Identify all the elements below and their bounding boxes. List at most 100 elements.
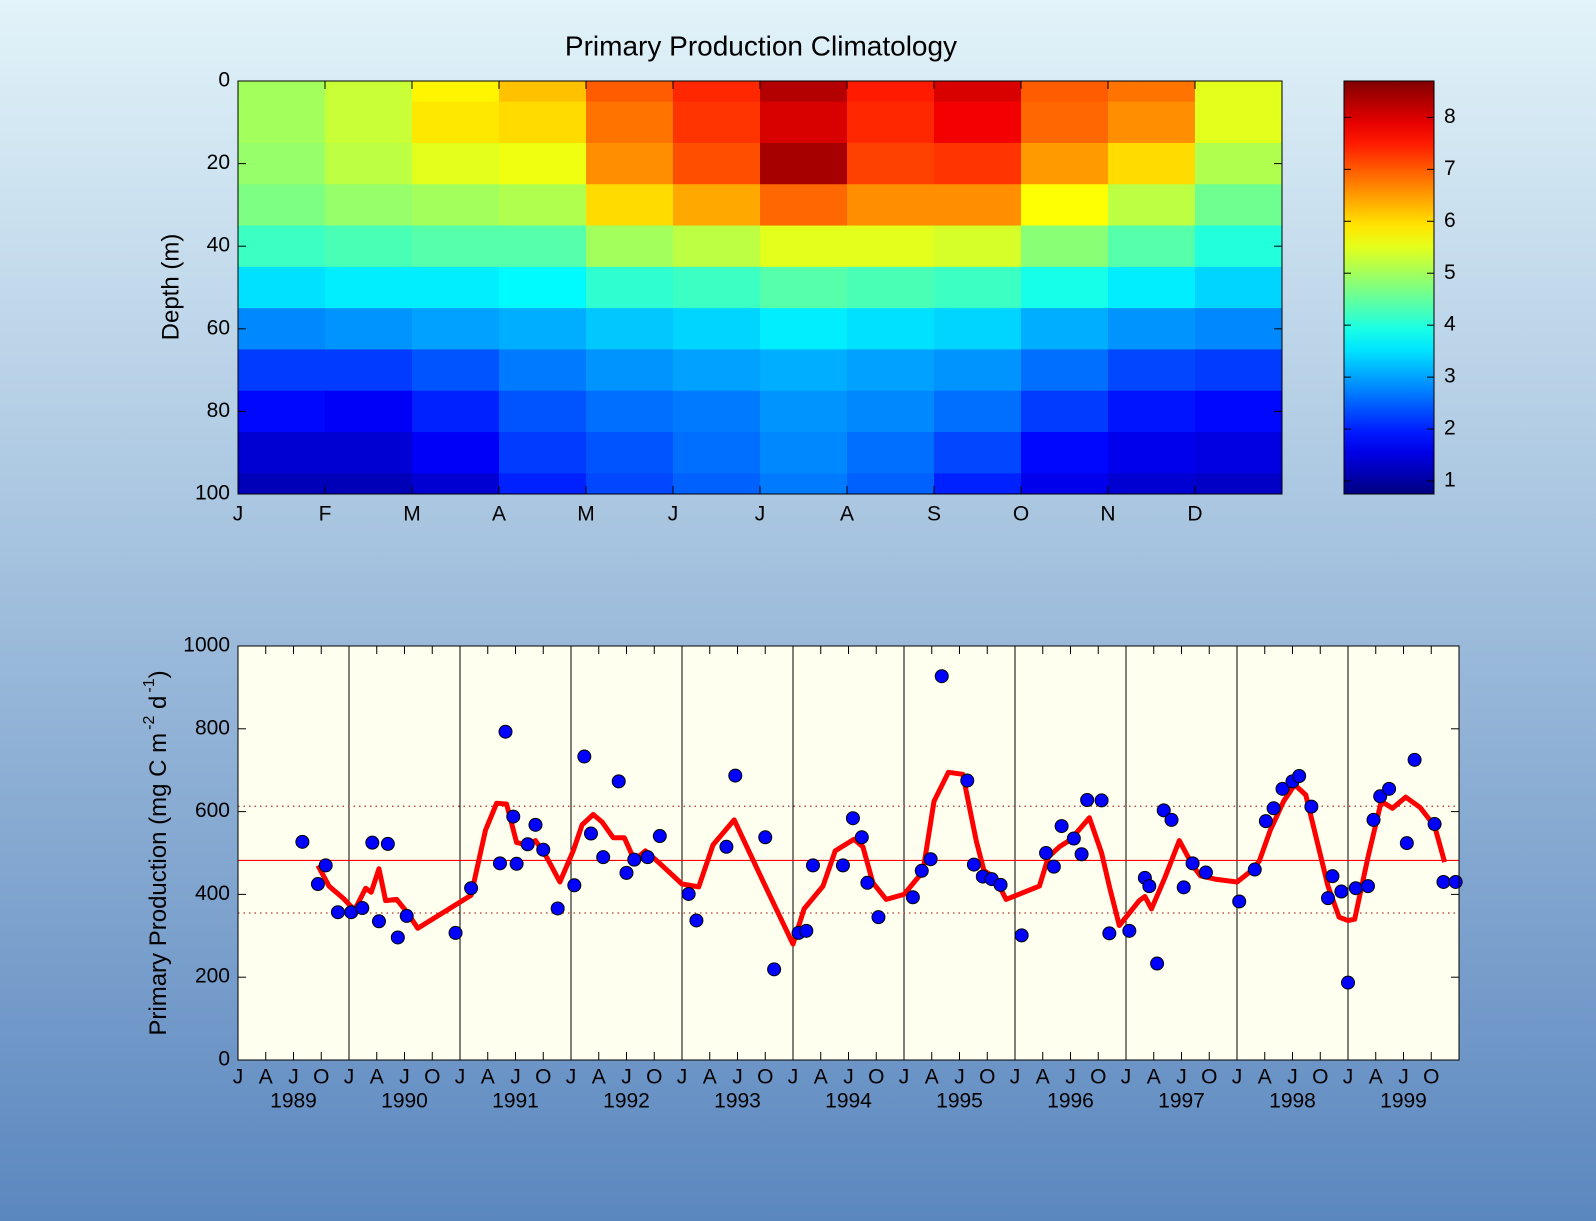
x-tick-label: J [455,1066,466,1089]
data-point [960,773,975,788]
data-point [365,835,380,850]
data-point [1102,926,1117,941]
data-point [1176,880,1191,895]
heat-cell [325,142,413,185]
x-tick-label: D [1187,503,1202,526]
heat-cell [760,432,848,474]
heat-cell [673,101,761,144]
y-axis-label: Depth (m) [157,234,184,341]
data-point [652,829,667,844]
data-point [627,852,642,867]
heat-cell [238,225,326,268]
data-point [1325,869,1340,884]
heat-cell [325,266,413,309]
year-label: 1993 [714,1090,761,1113]
heat-cell [586,349,674,392]
data-point [1185,856,1200,871]
heat-cell [1021,266,1109,309]
x-tick-label: J [344,1066,355,1089]
heat-cell [1195,266,1282,309]
colorbar [1343,80,1435,495]
heat-cell [1108,308,1196,350]
x-tick-label: A [259,1066,273,1089]
data-point [390,930,405,945]
data-point [1266,801,1281,816]
data-point [498,724,513,739]
heat-cell [238,142,326,185]
year-label: 1992 [603,1090,650,1113]
heat-cell [934,142,1022,185]
heat-cell [760,225,848,268]
x-tick-label: O [757,1066,773,1089]
heat-cell [586,266,674,309]
data-point [1066,831,1081,846]
year-label: 1995 [936,1090,983,1113]
heat-cell [586,473,674,494]
data-point [835,858,850,873]
chart-title: Primary Production Climatology [565,30,957,61]
data-point [596,850,611,865]
x-tick-label: J [566,1066,577,1089]
data-point [905,890,920,905]
trend-line [315,769,1448,947]
data-point [1164,812,1179,827]
data-point [1046,859,1061,874]
heat-cell [673,473,761,494]
heat-cell [586,390,674,433]
data-point [448,925,463,940]
year-label: 1991 [492,1090,539,1113]
heat-cell [325,184,413,227]
heat-cell [325,432,413,474]
heat-cell [847,81,935,103]
heat-cell [673,184,761,227]
data-point [767,962,782,977]
x-tick-label: A [703,1066,717,1089]
data-point [758,830,773,845]
heat-cell [238,349,326,392]
heat-cell [586,432,674,474]
heat-cell [1021,184,1109,227]
heat-cell [1195,308,1282,350]
data-point [1382,781,1397,796]
x-tick-label: O [1312,1066,1328,1089]
colorbar-tick-label: 3 [1444,365,1456,388]
heat-cell [934,225,1022,268]
heat-cell [412,184,500,227]
heat-cell [1108,184,1196,227]
heat-cell [412,390,500,433]
heat-cell [760,473,848,494]
data-point [520,837,535,852]
x-tick-label: J [843,1066,854,1089]
heat-cell [499,473,587,494]
heat-cell [760,142,848,185]
heat-cell [238,184,326,227]
x-tick-label: M [577,503,595,526]
heat-cell [412,142,500,185]
heat-cell [934,81,1022,103]
data-point [1373,789,1388,804]
x-tick-label: J [899,1066,910,1089]
data-point [619,865,634,880]
heat-cell [586,81,674,103]
y-axis-label-part: -2 [141,716,158,730]
heat-cell [1195,142,1282,185]
heat-cell [1021,473,1109,494]
data-point [492,856,507,871]
heat-cell [673,432,761,474]
x-tick-label: A [814,1066,828,1089]
y-tick-label: 400 [195,882,230,905]
heat-cell [325,225,413,268]
heat-cell [847,349,935,392]
data-point [1014,928,1029,943]
data-point [1150,956,1165,971]
x-tick-label: J [1065,1066,1076,1089]
heat-cell [499,101,587,144]
data-point [1436,874,1451,889]
heat-cell [499,390,587,433]
y-axis-label-part: Primary Production (mg C m [145,733,172,1036]
data-point [1292,768,1307,783]
heat-cell [1021,349,1109,392]
data-point [464,881,479,896]
heat-cell [325,390,413,433]
plot-area [238,646,1459,1060]
